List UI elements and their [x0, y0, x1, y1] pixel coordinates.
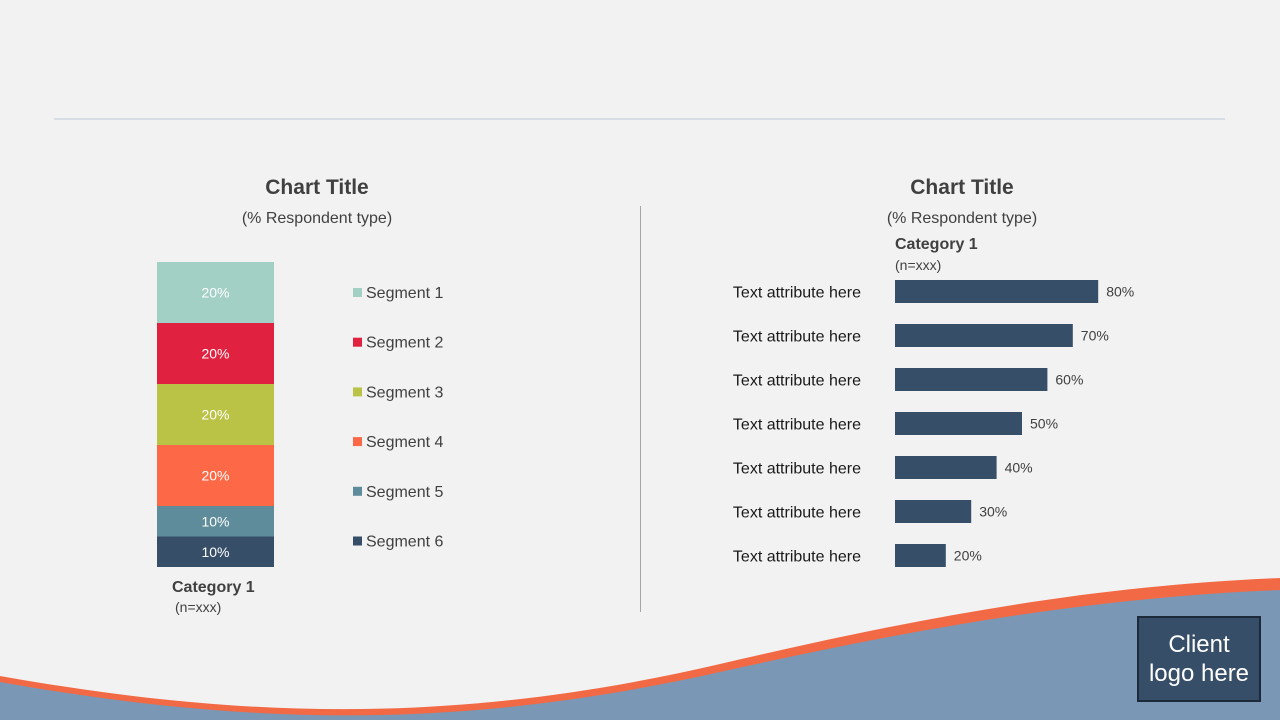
bar-1: [895, 280, 1099, 303]
segment-2-value-label: 20%: [201, 346, 229, 362]
right-category-label: Category 1: [895, 236, 978, 253]
bar-7: [895, 544, 946, 567]
client-logo-text: Client logo here: [1148, 631, 1250, 687]
bar-6-value-label: 30%: [979, 504, 1007, 520]
legend-swatch-segment-1: [353, 288, 362, 297]
segment-6-value-label: 10%: [201, 544, 229, 560]
left-category-n: (n=xxx): [175, 599, 222, 615]
stacked-segment-4: [157, 445, 274, 506]
legend-swatch-segment-2: [353, 337, 362, 347]
header-rule: [54, 118, 1225, 120]
right-chart-title: Chart Title: [910, 176, 1014, 199]
bar-3: [895, 368, 1048, 391]
chart-divider: [640, 206, 641, 612]
bar-2-value-label: 70%: [1081, 328, 1109, 344]
legend-label-segment-2: Segment 2: [366, 335, 443, 352]
bar-2: [895, 324, 1073, 347]
stacked-segment-2: [157, 323, 274, 384]
stacked-segment-5: [157, 506, 274, 537]
legend-swatch-segment-4: [353, 437, 362, 447]
stacked-segment-1: [157, 262, 274, 323]
client-logo-placeholder: Client logo here: [1137, 616, 1261, 702]
legend-label-segment-1: Segment 1: [366, 285, 443, 302]
bar-7-category-label: Text attribute here: [733, 549, 861, 566]
bar-4-category-label: Text attribute here: [733, 417, 861, 434]
bar-5-category-label: Text attribute here: [733, 461, 861, 478]
bar-5: [895, 456, 997, 479]
bar-5-value-label: 40%: [1005, 460, 1033, 476]
legend-swatch-segment-5: [353, 486, 362, 496]
legend-label-segment-3: Segment 3: [366, 384, 443, 401]
right-chart-subtitle: (% Respondent type): [886, 210, 1038, 227]
stacked-segment-3: [157, 384, 274, 445]
bar-3-category-label: Text attribute here: [733, 373, 861, 390]
bar-3-value-label: 60%: [1055, 372, 1083, 388]
legend-label-segment-5: Segment 5: [366, 484, 443, 501]
legend-label-segment-4: Segment 4: [366, 434, 443, 451]
stacked-segment-6: [157, 536, 274, 567]
segment-5-value-label: 10%: [201, 513, 229, 529]
bar-1-value-label: 80%: [1106, 284, 1134, 300]
wave-blue-fill: [0, 590, 1280, 720]
bar-1-category-label: Text attribute here: [733, 285, 861, 302]
left-category-label: Category 1: [172, 579, 255, 596]
legend-swatch-segment-3: [353, 387, 362, 397]
bar-2-category-label: Text attribute here: [733, 329, 861, 346]
bar-6-category-label: Text attribute here: [733, 505, 861, 522]
bar-7-value-label: 20%: [954, 548, 982, 564]
left-chart-subtitle: (% Respondent type): [241, 210, 393, 227]
bar-4: [895, 412, 1022, 435]
segment-1-value-label: 20%: [201, 285, 229, 301]
stacked-bar-chart: 20% Segment 1 20% Segment 2 20% Segment 3 20% S…: [157, 262, 443, 567]
bar-4-value-label: 50%: [1030, 416, 1058, 432]
left-chart-title: Chart Title: [265, 176, 369, 199]
segment-4-value-label: 20%: [201, 468, 229, 484]
horizontal-bar-chart: Text attribute here 80% Text attribute her…: [733, 280, 1134, 567]
bar-6: [895, 500, 972, 523]
legend-swatch-segment-6: [353, 536, 362, 546]
right-category-n: (n=xxx): [895, 257, 942, 273]
legend-label-segment-6: Segment 6: [366, 534, 443, 551]
segment-3-value-label: 20%: [201, 407, 229, 423]
